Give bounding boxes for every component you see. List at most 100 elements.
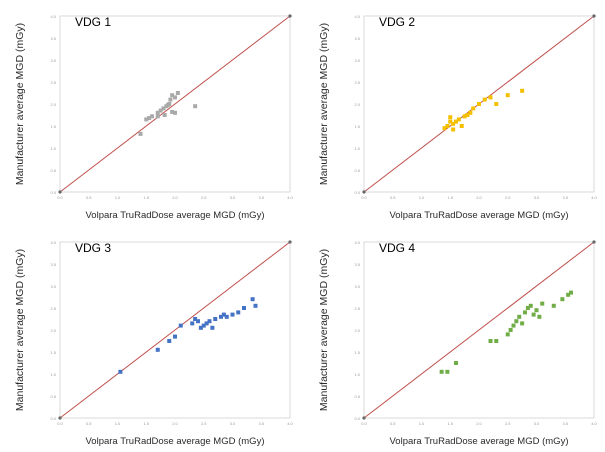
data-point (454, 119, 458, 124)
data-point (445, 124, 450, 128)
x-tick-label: 0.5 (86, 421, 92, 426)
x-tick-label: 3.0 (230, 195, 236, 200)
identity-endpoint (288, 14, 292, 18)
data-point (173, 95, 177, 100)
data-point (210, 325, 215, 330)
y-tick-label: 3.0 (354, 58, 360, 63)
y-tick-label: 2.5 (50, 80, 56, 85)
data-point (242, 306, 246, 310)
y-tick-label: 0.0 (354, 190, 360, 195)
x-tick-label: 1.0 (115, 421, 121, 426)
data-point (551, 303, 556, 308)
data-point (439, 369, 444, 374)
x-tick-label: 3.5 (258, 421, 264, 426)
data-point (170, 93, 175, 98)
x-tick-label: 2.0 (476, 195, 482, 200)
identity-endpoint (58, 416, 62, 420)
x-tick-label: 3.5 (562, 421, 568, 426)
y-tick-label: 3.5 (354, 262, 360, 267)
y-tick-label: 1.5 (354, 350, 360, 355)
data-point (468, 110, 473, 115)
y-tick-label: 2.5 (354, 306, 360, 311)
plot-frame (59, 15, 291, 193)
y-tick-label: 1.5 (50, 350, 56, 355)
data-point (193, 104, 198, 109)
plot-area: 0.0 0.5 1.0 1.5 2.0 2.5 3.0 3.5 4.0 0.0 0.5 1.0 1.5 2… (50, 240, 293, 426)
y-tick-label: 3.5 (354, 36, 360, 41)
plot-area: 0.0 0.5 1.0 1.5 2.0 2.5 3.0 3.5 4.0 0.0 0.5 1.0 1.5 2… (354, 14, 597, 200)
data-point (569, 290, 573, 295)
y-tick-label: 4.0 (50, 14, 56, 19)
identity-line (363, 241, 595, 419)
y-tick-label: 2.0 (50, 102, 56, 107)
y-axis-label: Manufacturer average MGD (mGy) (318, 22, 330, 186)
data-point (471, 106, 476, 111)
data-point (178, 323, 183, 328)
x-tick-label: 3.0 (534, 421, 540, 426)
data-point (253, 303, 258, 308)
data-point (537, 314, 542, 319)
y-tick-label: 0.5 (50, 394, 56, 399)
data-point (230, 312, 235, 317)
x-tick-label: 0.0 (361, 421, 367, 426)
plot-frame (59, 241, 291, 419)
data-point (477, 102, 481, 106)
data-point (525, 306, 530, 310)
data-point (488, 95, 493, 100)
data-point (520, 321, 525, 326)
x-tick-label: 0.0 (57, 195, 63, 200)
identity-endpoint (288, 240, 292, 244)
y-tick-label: 1.0 (354, 372, 360, 377)
plot-frame (363, 15, 595, 193)
x-tick-label: 2.0 (476, 421, 482, 426)
x-tick-label: 0.5 (390, 421, 396, 426)
data-point (158, 108, 163, 113)
chart-title: VDG 4 (379, 241, 415, 255)
y-tick-label: 0.5 (354, 394, 360, 399)
y-tick-label: 2.0 (354, 328, 360, 333)
x-tick-label: 4.0 (287, 195, 293, 200)
y-axis-label: Manufacturer average MGD (mGy) (318, 248, 330, 412)
data-point (456, 117, 461, 122)
data-point (207, 319, 212, 324)
y-tick-label: 2.0 (354, 102, 360, 107)
plot-frame (363, 241, 595, 419)
data-point (196, 319, 200, 324)
identity-line (59, 241, 291, 419)
data-point (520, 88, 525, 93)
data-point (167, 102, 172, 106)
data-point (494, 102, 499, 106)
x-tick-label: 1.0 (419, 421, 425, 426)
x-tick-label: 1.0 (419, 195, 425, 200)
y-tick-label: 1.0 (50, 146, 56, 151)
x-tick-label: 1.5 (143, 195, 149, 200)
data-point (505, 93, 510, 98)
scatter-panel-vdg-4: 0.0 0.5 1.0 1.5 2.0 2.5 3.0 3.5 4.0 0.0 0.5 1.0 1.5 2… (304, 226, 604, 450)
chart-title: VDG 3 (75, 241, 111, 255)
chart-title: VDG 2 (379, 15, 415, 29)
identity-endpoint (362, 416, 366, 420)
plot-area: 0.0 0.5 1.0 1.5 2.0 2.5 3.0 3.5 4.0 0.0 0.5 1.0 1.5 2… (50, 14, 293, 200)
x-tick-label: 2.5 (505, 195, 511, 200)
data-point (138, 131, 143, 136)
y-tick-label: 0.5 (354, 168, 360, 173)
identity-line (59, 15, 291, 193)
data-point (462, 114, 467, 119)
data-point (465, 113, 470, 117)
data-point (155, 347, 160, 352)
data-point (508, 328, 513, 332)
data-point (221, 312, 226, 317)
data-point (144, 117, 149, 122)
data-point (482, 97, 487, 102)
x-tick-label: 4.0 (287, 421, 293, 426)
x-axis-label: Volpara TruRadDose average MGD (mGy) (389, 436, 569, 447)
data-point (167, 339, 172, 343)
scatter-panel-vdg-2: 0.0 0.5 1.0 1.5 2.0 2.5 3.0 3.5 4.0 0.0 0.5 1.0 1.5 2… (304, 0, 604, 224)
y-tick-label: 3.5 (50, 262, 56, 267)
data-point (162, 113, 167, 117)
y-tick-label: 1.5 (50, 124, 56, 129)
data-point (442, 126, 447, 131)
y-tick-label: 1.5 (354, 124, 360, 129)
data-point (514, 319, 519, 324)
x-tick-label: 0.5 (390, 195, 396, 200)
